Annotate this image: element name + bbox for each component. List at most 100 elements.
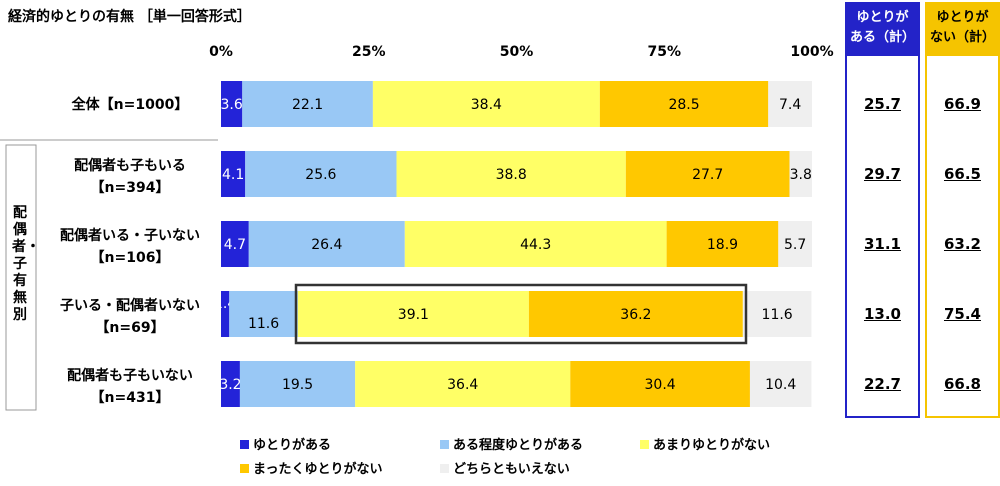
bar-segment (297, 291, 529, 337)
bar-segment (239, 361, 356, 407)
legend-swatch (440, 464, 449, 473)
summary-header-no-line: ゆとりが (936, 10, 989, 25)
bar-segment (221, 361, 240, 407)
data-label: 19.5 (282, 377, 313, 393)
data-label: 5.7 (784, 237, 806, 253)
category-label: 全体【n=1000】 (71, 96, 189, 113)
data-label: 39.1 (398, 307, 429, 323)
data-label: 18.9 (707, 237, 738, 253)
bar-segment (221, 291, 230, 337)
legend-item: どちらともいえない (440, 458, 570, 477)
bar-segment (768, 81, 812, 127)
bar-segment (242, 81, 373, 127)
legend-label: ある程度ゆとりがある (453, 438, 584, 453)
summary-no-value: 66.8 (943, 375, 981, 393)
data-label: 3.8 (790, 167, 812, 183)
x-tick-label: 100% (790, 44, 833, 60)
bar-segment (229, 291, 298, 337)
legend-swatch (440, 440, 449, 449)
legend-swatch (240, 464, 249, 473)
data-label: 4.7 (224, 237, 246, 253)
bar-segment (625, 151, 790, 197)
category-label-n: 【n=69】 (95, 320, 164, 336)
data-label: 3.2 (219, 377, 241, 393)
data-label: 25.6 (305, 167, 336, 183)
summary-yes-value: 13.0 (863, 305, 901, 323)
summary-no-value: 66.5 (943, 165, 981, 183)
category-label-n: 【n=431】 (91, 390, 170, 406)
side-group-frame (5, 144, 37, 411)
highlight-frame (294, 283, 748, 345)
data-label: 7.4 (779, 97, 801, 113)
bar-segment (221, 81, 243, 127)
summary-header-yes-line: ゆとりが (856, 10, 909, 25)
data-label: 11.6 (762, 307, 793, 323)
category-label: 子いる・配偶者いない (60, 297, 200, 314)
category-label-n: 【n=394】 (91, 180, 170, 196)
summary-yes-value: 31.1 (863, 235, 901, 253)
category-label-n: 【n=106】 (91, 250, 170, 266)
bar-segment (404, 221, 667, 267)
summary-yes-value: 25.7 (863, 95, 901, 113)
summary-header-yes-line: ある（計） (849, 30, 915, 45)
legend-item: ゆとりがある (240, 434, 331, 453)
summary-column-yes (845, 2, 920, 418)
bar-segment (599, 81, 769, 127)
bar-segment (749, 361, 812, 407)
data-label: 38.8 (496, 167, 527, 183)
bar-segment (245, 151, 397, 197)
legend-label: どちらともいえない (453, 462, 570, 477)
legend-swatch (240, 440, 249, 449)
legend-item: あまりゆとりがない (640, 434, 770, 453)
data-label: 4.1 (222, 167, 244, 183)
bar-segment (221, 151, 246, 197)
legend-item: まったくゆとりがない (240, 458, 382, 477)
summary-header-yes: ゆとりがある（計） (845, 2, 920, 56)
legend-swatch (640, 440, 649, 449)
data-label: 44.3 (520, 237, 551, 253)
category-label: 配偶者いる・子いない (60, 227, 200, 244)
data-label: 11.6 (248, 316, 279, 332)
x-tick-label: 50% (500, 44, 534, 60)
legend-label: あまりゆとりがない (653, 438, 771, 453)
summary-header-no: ゆとりが ない（計） (925, 2, 1000, 56)
category-label: 配偶者も子もいる (74, 157, 186, 174)
summary-yes-value: 29.7 (863, 165, 901, 183)
category-label: 配偶者も子もいない (67, 367, 193, 384)
data-label: 30.4 (645, 377, 676, 393)
x-tick-label: 75% (647, 44, 681, 60)
legend-label: ゆとりがある (253, 438, 332, 453)
bar-segment (248, 221, 405, 267)
data-label: 3.6 (221, 97, 243, 113)
data-label: 38.4 (471, 97, 502, 113)
chart-title: 経済的ゆとりの有無 ［単一回答形式］ (8, 9, 251, 25)
data-label: 10.4 (765, 377, 796, 393)
data-label: 36.2 (620, 307, 651, 323)
legend-label: まったくゆとりがない (253, 462, 383, 477)
bar-segment (355, 361, 571, 407)
data-label: 28.5 (668, 97, 699, 113)
summary-column-no (925, 2, 1000, 418)
data-label: 27.7 (692, 167, 723, 183)
data-label: 36.4 (447, 377, 478, 393)
side-group-label: 配偶者・子有無別 (12, 205, 40, 323)
bar-segment (372, 81, 600, 127)
x-tick-label: 0% (209, 44, 233, 60)
bar-segment (789, 151, 812, 197)
summary-no-value: 75.4 (943, 305, 981, 323)
bar-segment (742, 291, 812, 337)
legend-item: ある程度ゆとりがある (440, 434, 583, 453)
x-tick-label: 25% (352, 44, 386, 60)
data-label: 22.1 (292, 97, 323, 113)
summary-yes-value: 22.7 (863, 375, 901, 393)
bar-segment (396, 151, 626, 197)
bar-segment (666, 221, 779, 267)
summary-no-value: 66.9 (943, 95, 981, 113)
summary-no-value: 63.2 (943, 235, 981, 253)
data-label: 26.4 (311, 237, 342, 253)
bar-segment (570, 361, 750, 407)
bar-segment (221, 221, 249, 267)
bar-segment (778, 221, 812, 267)
bar-segment (528, 291, 743, 337)
